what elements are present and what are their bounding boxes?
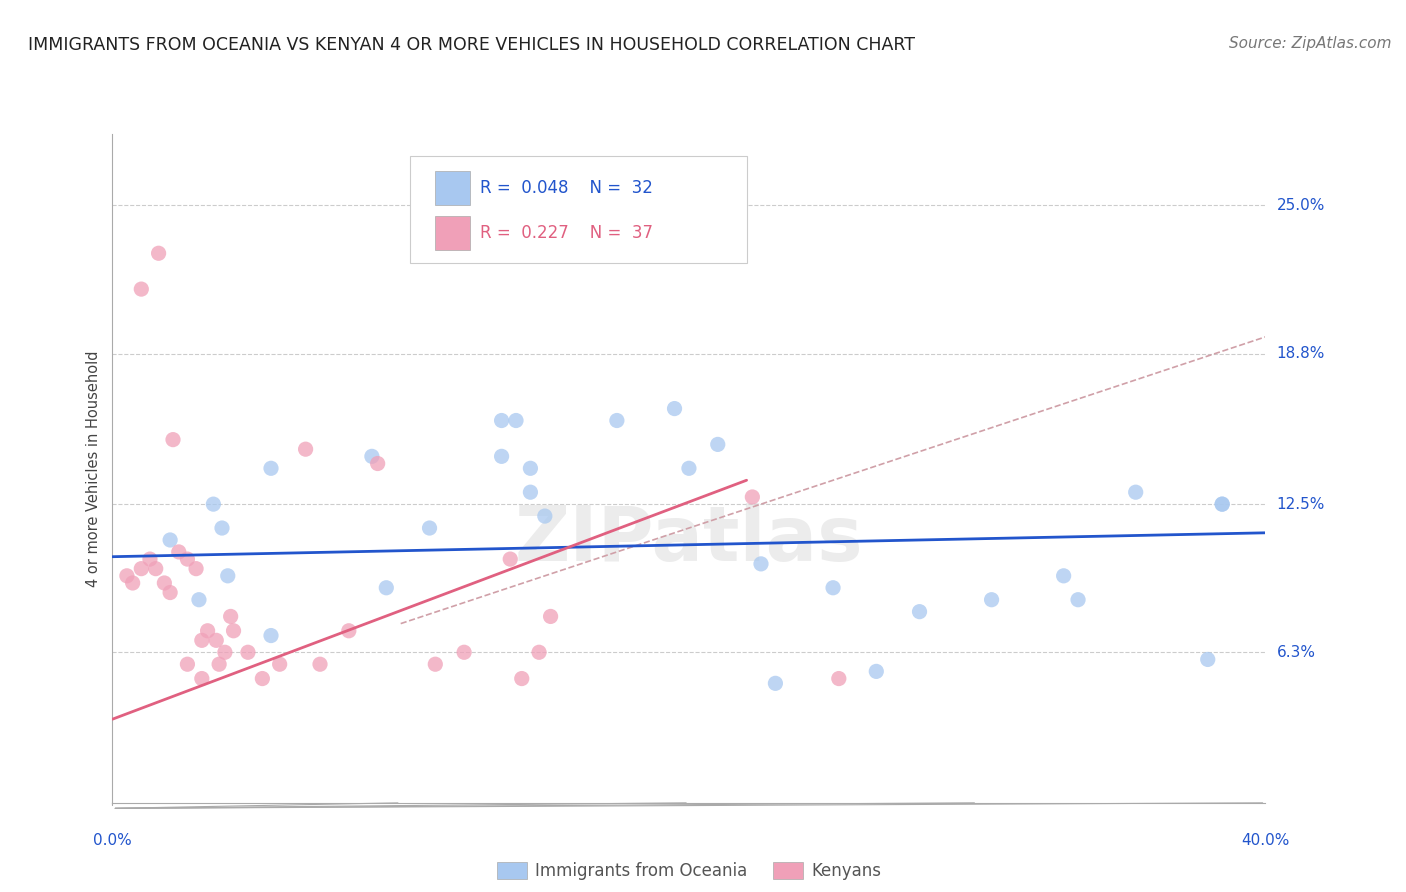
Point	[828, 672, 851, 686]
Point	[765, 676, 787, 690]
Point	[1211, 497, 1233, 511]
Point	[527, 645, 550, 659]
Point	[1052, 569, 1074, 583]
Point	[749, 557, 772, 571]
Point	[260, 628, 283, 642]
Point	[188, 592, 211, 607]
Point	[260, 461, 283, 475]
Point	[139, 552, 162, 566]
Point	[337, 624, 360, 638]
Point	[176, 552, 198, 566]
Point	[184, 562, 207, 576]
Point	[219, 609, 242, 624]
Point	[491, 413, 513, 427]
Point	[159, 533, 181, 547]
Y-axis label: 4 or more Vehicles in Household: 4 or more Vehicles in Household	[86, 350, 101, 587]
Point	[519, 461, 541, 475]
Point	[294, 442, 316, 457]
Point	[706, 437, 728, 451]
Point	[425, 657, 447, 672]
Point	[167, 545, 190, 559]
Point	[176, 657, 198, 672]
Point	[159, 585, 181, 599]
Point	[1067, 592, 1090, 607]
Point	[217, 569, 239, 583]
Point	[252, 672, 274, 686]
Text: 0.0%: 0.0%	[93, 833, 132, 848]
Point	[606, 413, 628, 427]
Point	[214, 645, 236, 659]
Point	[540, 609, 562, 624]
Point	[453, 645, 475, 659]
Point	[129, 562, 153, 576]
Point	[510, 672, 533, 686]
Text: Source: ZipAtlas.com: Source: ZipAtlas.com	[1229, 36, 1392, 51]
Text: 25.0%: 25.0%	[1277, 198, 1324, 213]
Point	[148, 246, 170, 260]
Point	[419, 521, 441, 535]
Point	[191, 672, 214, 686]
Point	[678, 461, 700, 475]
Point	[205, 633, 228, 648]
Point	[222, 624, 245, 638]
Point	[115, 569, 138, 583]
Point	[908, 605, 931, 619]
Text: 12.5%: 12.5%	[1277, 497, 1324, 512]
Point	[367, 457, 389, 471]
Point	[197, 624, 219, 638]
Point	[162, 433, 184, 447]
Point	[145, 562, 167, 576]
Text: ZIPatlas: ZIPatlas	[515, 503, 863, 577]
Point	[121, 576, 143, 591]
Point	[309, 657, 332, 672]
Text: 6.3%: 6.3%	[1277, 645, 1316, 660]
Point	[191, 633, 214, 648]
Point	[360, 450, 382, 464]
Point	[865, 665, 887, 679]
Point	[375, 581, 398, 595]
Point	[1125, 485, 1147, 500]
Text: R =  0.048    N =  32: R = 0.048 N = 32	[479, 179, 652, 197]
Point	[499, 552, 522, 566]
Point	[533, 509, 555, 524]
Text: 18.8%: 18.8%	[1277, 346, 1324, 361]
Text: IMMIGRANTS FROM OCEANIA VS KENYAN 4 OR MORE VEHICLES IN HOUSEHOLD CORRELATION CH: IMMIGRANTS FROM OCEANIA VS KENYAN 4 OR M…	[28, 36, 915, 54]
Point	[821, 581, 844, 595]
Point	[1197, 652, 1219, 666]
Point	[980, 592, 1002, 607]
Text: R =  0.227    N =  37: R = 0.227 N = 37	[479, 224, 652, 242]
Point	[202, 497, 225, 511]
Point	[1211, 497, 1233, 511]
Point	[208, 657, 231, 672]
Point	[505, 413, 527, 427]
Text: 40.0%: 40.0%	[1241, 833, 1289, 848]
Point	[129, 282, 153, 296]
Point	[491, 450, 513, 464]
Point	[269, 657, 291, 672]
Point	[664, 401, 686, 416]
Legend: Immigrants from Oceania, Kenyans: Immigrants from Oceania, Kenyans	[489, 854, 889, 888]
Point	[519, 485, 541, 500]
Point	[236, 645, 259, 659]
Point	[153, 576, 176, 591]
Point	[211, 521, 233, 535]
Point	[741, 490, 763, 504]
